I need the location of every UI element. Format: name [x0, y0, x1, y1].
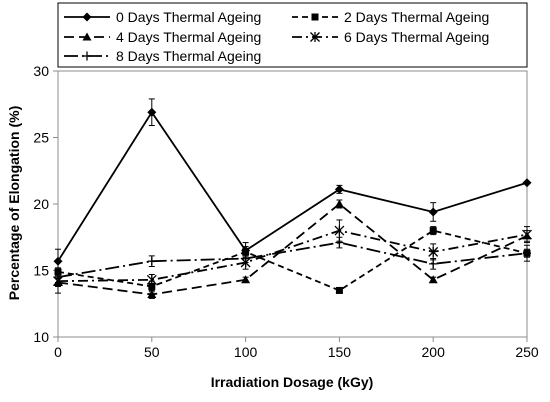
axes: 10 15 20 25 30 0 50 100 150 200 250	[33, 63, 538, 360]
legend-item: 2 Days Thermal Ageing	[292, 9, 489, 25]
data-point	[241, 275, 251, 284]
data-point	[334, 199, 344, 208]
y-tick-label: 10	[33, 329, 49, 345]
legend-label: 2 Days Thermal Ageing	[344, 9, 489, 25]
data-point	[53, 256, 63, 266]
series-layer	[53, 98, 532, 299]
data-point	[335, 286, 343, 294]
data-point	[147, 289, 157, 298]
legend-item: 8 Days Thermal Ageing	[64, 48, 261, 64]
legend: 0 Days Thermal Ageing 2 Days Thermal Agei…	[57, 2, 528, 68]
legend-label: 6 Days Thermal Ageing	[344, 29, 489, 45]
data-point	[335, 238, 344, 248]
series-2	[53, 199, 532, 299]
data-point	[428, 275, 438, 284]
data-point	[429, 259, 438, 269]
data-point	[334, 184, 344, 194]
x-axis-title: Irradiation Dosage (kGy)	[211, 374, 374, 390]
data-point	[148, 282, 156, 290]
series-line	[57, 229, 528, 283]
legend-item: 6 Days Thermal Ageing	[292, 29, 489, 45]
data-point	[147, 107, 157, 117]
series-line	[57, 110, 528, 262]
legend-marker	[83, 51, 91, 61]
data-point	[147, 256, 156, 266]
legend-marker	[82, 32, 92, 41]
x-tick-label: 250	[515, 344, 539, 360]
series-0	[53, 98, 532, 274]
series-line	[57, 202, 528, 296]
series-3	[53, 219, 532, 294]
legend-marker	[82, 12, 92, 22]
y-tick-label: 20	[33, 196, 49, 212]
data-point	[428, 207, 438, 217]
legend-item: 0 Days Thermal Ageing	[64, 9, 261, 25]
data-point	[522, 178, 532, 188]
legend-label: 0 Days Thermal Ageing	[116, 9, 261, 25]
y-axis-title: Percentage of Elongation (%)	[6, 106, 22, 300]
x-tick-label: 50	[144, 344, 160, 360]
y-tick-label: 30	[33, 63, 49, 79]
legend-box	[57, 2, 528, 68]
legend-label: 8 Days Thermal Ageing	[116, 48, 261, 64]
series-line	[57, 241, 528, 279]
y-tick-label: 25	[33, 130, 49, 146]
data-point	[146, 274, 157, 285]
data-point	[334, 225, 345, 236]
x-tick-label: 200	[422, 344, 446, 360]
x-tick-label: 100	[234, 344, 258, 360]
data-point	[429, 227, 437, 235]
data-point	[428, 246, 439, 257]
x-tick-label: 0	[54, 344, 62, 360]
data-point	[242, 248, 250, 256]
series-1	[54, 226, 531, 294]
series-4	[54, 236, 531, 283]
legend-label: 4 Days Thermal Ageing	[116, 29, 261, 45]
legend-marker	[310, 32, 320, 42]
data-point	[522, 229, 532, 240]
data-point	[54, 272, 62, 282]
legend-marker	[311, 13, 319, 21]
legend-item: 4 Days Thermal Ageing	[64, 29, 261, 45]
x-tick-label: 150	[328, 344, 352, 360]
y-tick-label: 15	[33, 263, 49, 279]
data-point	[523, 248, 531, 258]
series-line	[57, 229, 528, 292]
data-point	[241, 254, 250, 264]
